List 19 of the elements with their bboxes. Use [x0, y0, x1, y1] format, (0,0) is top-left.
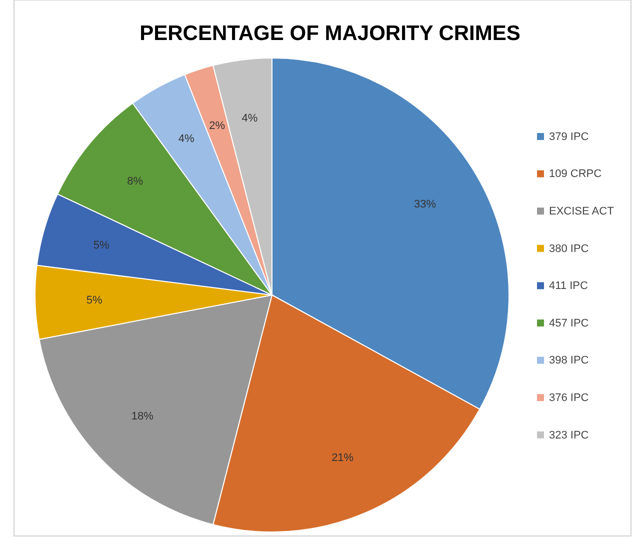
- data-label: 33%: [414, 198, 436, 210]
- legend-label: 109 CRPC: [549, 168, 602, 180]
- legend-label: 398 IPC: [549, 354, 589, 367]
- data-label: 21%: [332, 452, 354, 464]
- data-label: 8%: [127, 176, 144, 188]
- data-label: 2%: [209, 120, 226, 132]
- data-label: 5%: [93, 239, 110, 252]
- legend-label: 379 IPC: [549, 130, 589, 143]
- data-label: 4%: [242, 112, 258, 125]
- legend-label: 411 IPC: [549, 280, 588, 292]
- data-label: 18%: [131, 410, 154, 423]
- legend-label: 323 IPC: [549, 429, 589, 442]
- legend-label: 376 IPC: [549, 392, 589, 404]
- chart-title: PERCENTAGE OF MAJORITY CRIMES: [140, 22, 520, 45]
- legend-label: EXCISE ACT: [549, 206, 614, 218]
- data-label: 5%: [86, 294, 102, 306]
- data-label: 4%: [178, 133, 195, 146]
- legend-label: 380 IPC: [549, 242, 589, 255]
- legend-label: 457 IPC: [549, 317, 589, 330]
